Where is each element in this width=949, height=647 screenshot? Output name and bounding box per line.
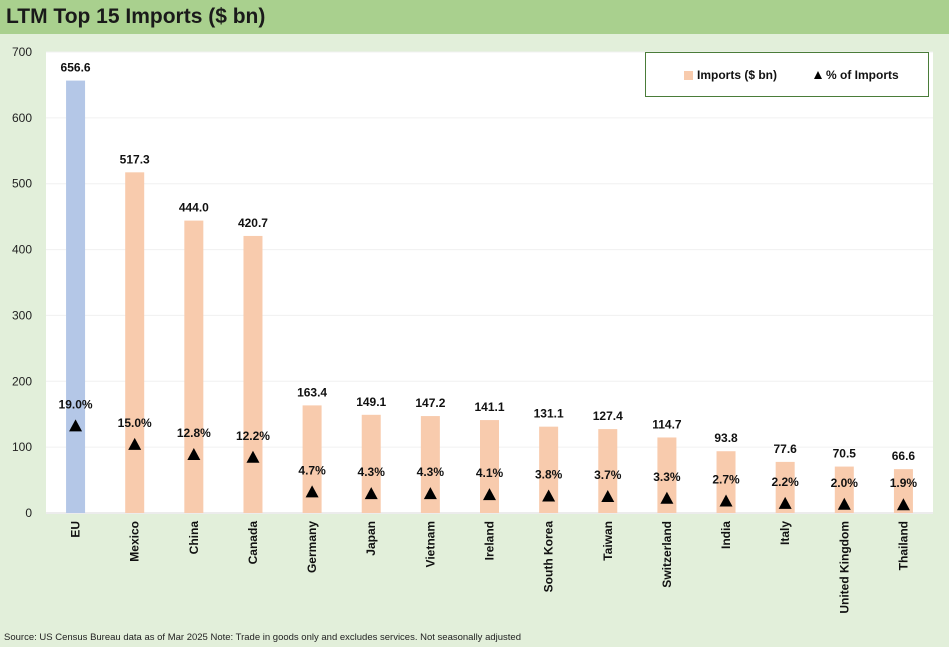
bar-value-label: 70.5 [833,447,857,461]
pct-value-label: 2.2% [771,475,799,489]
pct-value-label: 15.0% [118,416,152,430]
x-tick-label: China [187,521,201,555]
bar [243,235,263,513]
x-tick-label: Germany [305,521,319,573]
pct-value-label: 2.7% [712,473,740,487]
pct-value-label: 19.0% [59,397,93,411]
bar [420,416,440,513]
bar [302,405,322,513]
bar-value-label: 127.4 [593,409,623,423]
pct-marker [187,447,201,460]
legend-item-pct: % of Imports [814,68,899,82]
bar-value-label: 517.3 [120,152,150,166]
pct-marker [483,488,496,501]
x-tick-label: Taiwan [601,521,615,561]
pct-marker [542,489,556,502]
y-tick-label: 300 [12,308,32,322]
pct-marker [719,494,733,507]
bar [598,429,618,513]
pct-value-label: 3.7% [594,468,622,482]
x-tick-label: Vietnam [423,521,437,567]
x-tick-label: Switzerland [660,521,674,588]
pct-marker [660,491,674,504]
x-tick-label: EU [69,521,83,538]
bar-value-label: 114.7 [652,417,682,431]
source-note: Source: US Census Bureau data as of Mar … [4,632,521,643]
bar-value-label: 77.6 [773,442,797,456]
x-tick-label: Thailand [896,521,910,570]
bar [184,220,204,513]
y-tick-label: 400 [12,243,32,257]
x-tick-label: India [719,521,733,549]
pct-value-label: 4.3% [358,465,386,479]
bar-value-label: 93.8 [714,431,738,445]
pct-marker [69,419,83,432]
pct-marker [128,437,142,450]
bar-value-label: 444.0 [179,201,209,215]
legend-swatch-imports [684,70,693,80]
legend: Imports ($ bn) % of Imports [645,52,929,97]
title-bar: LTM Top 15 Imports ($ bn) [0,0,949,34]
pct-value-label: 12.8% [177,426,211,440]
bar-value-label: 420.7 [238,216,268,230]
y-tick-label: 0 [25,506,32,520]
pct-marker [601,489,615,502]
pct-value-label: 12.2% [236,429,270,443]
legend-label-imports: Imports ($ bn) [697,68,777,82]
bar-value-label: 131.1 [534,407,564,421]
x-tick-label: United Kingdom [837,521,851,614]
bar [834,466,854,513]
bar-value-label: 656.6 [61,61,91,75]
bar [775,461,795,513]
pct-marker [423,487,437,500]
y-tick-label: 700 [12,45,32,59]
bar [657,437,677,513]
pct-value-label: 2.0% [831,476,859,490]
bar [125,172,145,514]
bar [66,80,86,513]
pct-marker [778,496,792,509]
y-tick-label: 200 [12,374,32,388]
y-tick-label: 600 [12,111,32,125]
bar-value-label: 149.1 [356,395,386,409]
x-tick-label: Canada [246,521,260,565]
bar [716,451,736,513]
y-tick-label: 500 [12,177,32,191]
pct-value-label: 4.7% [298,463,326,477]
pct-value-label: 1.9% [890,476,918,490]
x-tick-label: Italy [778,521,792,545]
pct-value-label: 4.3% [417,465,445,479]
pct-marker [246,450,260,463]
pct-value-label: 4.1% [476,466,504,480]
pct-marker [837,497,851,510]
bar [480,420,499,513]
pct-value-label: 3.3% [653,470,681,484]
legend-label-pct: % of Imports [826,68,899,82]
x-tick-label: Japan [364,521,378,556]
triangle-marker-icon [814,71,822,79]
x-tick-label: South Korea [542,521,556,593]
y-tick-label: 100 [12,440,32,454]
pct-marker [364,487,378,500]
legend-item-imports: Imports ($ bn) [684,68,777,82]
bar [361,414,381,513]
pct-marker [896,498,910,511]
pct-value-label: 3.8% [535,467,563,481]
bar [893,469,913,513]
bar-value-label: 66.6 [892,449,916,463]
bar [539,426,559,513]
x-tick-label: Ireland [483,521,497,560]
x-tick-label: Mexico [128,521,142,562]
bar-value-label: 141.1 [474,400,504,414]
chart-title: LTM Top 15 Imports ($ bn) [6,5,266,28]
bar-value-label: 163.4 [297,385,327,399]
pct-marker [305,485,319,498]
bar-value-label: 147.2 [415,396,445,410]
